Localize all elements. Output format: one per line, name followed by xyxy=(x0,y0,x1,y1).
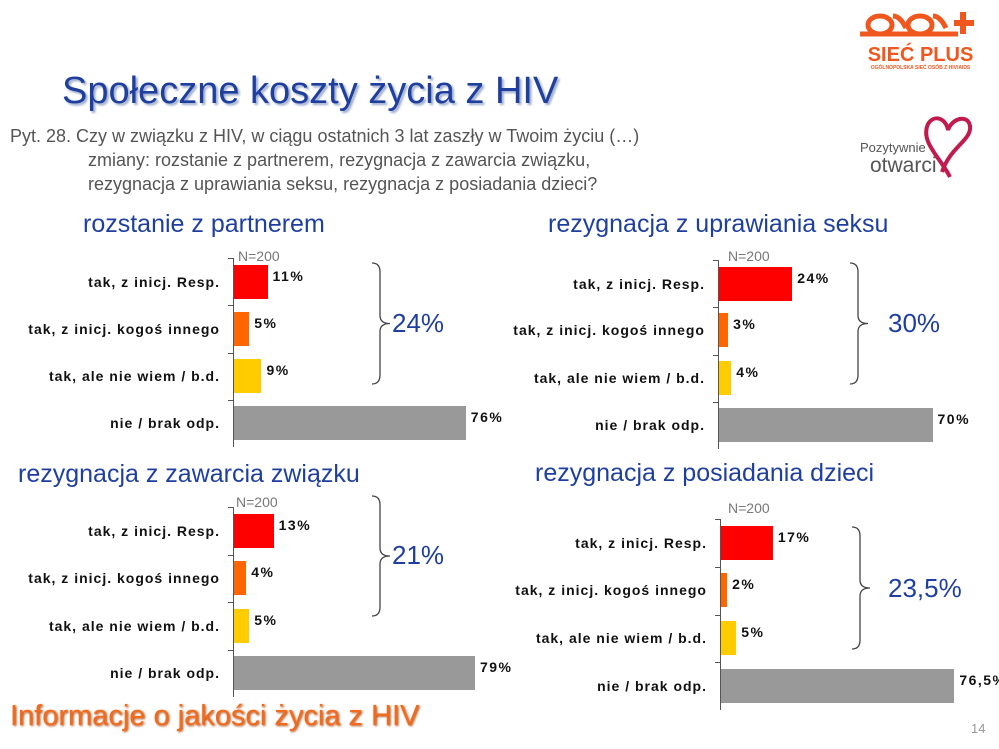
category-label: tak, ale nie wiem / b.d. xyxy=(48,368,220,384)
bar xyxy=(719,361,732,395)
value-label: 76% xyxy=(470,409,504,425)
chart-title: rezygnacja z zawarcia związku xyxy=(18,460,360,488)
siec-plus-logo: SIEĆ PLUS OGÓLNOPOLSKA SIEĆ OSÓB Z HIV/A… xyxy=(858,8,983,71)
chart-title: rezygnacja z posiadania dzieci xyxy=(535,459,875,487)
oso-logo-icon xyxy=(860,12,974,37)
bar xyxy=(234,609,250,643)
axis-tick xyxy=(228,305,233,307)
value-label: 13% xyxy=(278,517,312,533)
siec-plus-text: SIEĆ PLUS xyxy=(867,44,974,66)
category-label: tak, z inicj. Resp. xyxy=(575,535,707,551)
question-line: zmiany: rozstanie z partnerem, rezygnacj… xyxy=(88,150,591,170)
footer-title: Informacje o jakości życia z HIV xyxy=(10,700,420,732)
axis-tick xyxy=(228,352,233,354)
value-label: 70% xyxy=(937,411,971,427)
axis-tick xyxy=(713,307,718,309)
bar xyxy=(721,526,773,560)
bar xyxy=(234,656,475,690)
brace-icon xyxy=(371,495,391,617)
axis-tick xyxy=(228,554,233,556)
category-label: tak, ale nie wiem / b.d. xyxy=(533,370,705,386)
y-axis xyxy=(233,507,234,697)
bar xyxy=(234,561,247,595)
sample-size-label: N=200 xyxy=(728,500,770,516)
total-label: 21% xyxy=(392,540,445,570)
axis-tick xyxy=(715,662,720,664)
category-label: nie / brak odp. xyxy=(110,665,220,681)
category-label: tak, z inicj. Resp. xyxy=(573,276,705,292)
category-label: tak, ale nie wiem / b.d. xyxy=(535,630,707,646)
axis-tick xyxy=(713,401,718,403)
ribbon-heart-icon xyxy=(924,116,973,178)
sample-size-label: N=200 xyxy=(236,494,278,510)
chart-title: rezygnacja z uprawiania seksu xyxy=(548,210,889,238)
bar xyxy=(719,408,933,442)
bar xyxy=(234,312,250,346)
y-axis xyxy=(233,258,234,447)
value-label: 4% xyxy=(251,564,275,580)
category-label: nie / brak odp. xyxy=(597,678,707,694)
value-label: 11% xyxy=(272,268,305,284)
question-line: rezygnacja z uprawiania seksu, rezygnacj… xyxy=(88,174,598,194)
sample-size-label: N=200 xyxy=(238,248,280,264)
pozytywnie-otwarci-logo: Pozytywnie otwarci xyxy=(860,112,980,182)
value-label: 79% xyxy=(479,659,513,675)
category-label: tak, z inicj. kogoś innego xyxy=(28,570,220,586)
y-axis xyxy=(718,260,719,449)
category-label: nie / brak odp. xyxy=(595,417,705,433)
value-label: 2% xyxy=(732,576,756,592)
axis-tick xyxy=(228,507,233,508)
otwarci-text: otwarci xyxy=(870,154,937,177)
sample-size-label: N=200 xyxy=(728,248,770,264)
value-label: 17% xyxy=(777,529,811,545)
question-line: Pyt. 28. Czy w związku z HIV, w ciągu os… xyxy=(10,126,640,146)
value-label: 76,5% xyxy=(959,672,999,688)
value-label: 5% xyxy=(254,315,278,331)
bar xyxy=(721,573,728,607)
page-number: 14 xyxy=(971,721,986,736)
bar xyxy=(719,313,729,347)
bar xyxy=(234,265,268,299)
bar xyxy=(721,669,955,703)
y-axis xyxy=(720,519,721,710)
total-label: 23,5% xyxy=(888,573,962,603)
total-label: 24% xyxy=(392,308,445,338)
brace-icon xyxy=(371,262,391,385)
siec-plus-subtext: OGÓLNOPOLSKA SIEĆ OSÓB Z HIV/AIDS xyxy=(870,65,971,71)
value-label: 3% xyxy=(733,316,757,332)
category-label: tak, z inicj. Resp. xyxy=(88,523,220,539)
total-label: 30% xyxy=(888,308,941,338)
value-label: 5% xyxy=(741,624,765,640)
axis-tick xyxy=(715,614,720,616)
axis-tick xyxy=(713,260,718,261)
axis-tick xyxy=(228,649,233,651)
bar xyxy=(719,267,793,301)
axis-tick xyxy=(715,519,720,520)
bar xyxy=(234,359,262,393)
bar xyxy=(234,514,274,548)
category-label: tak, z inicj. kogoś innego xyxy=(513,322,705,338)
value-label: 4% xyxy=(736,364,760,380)
axis-tick xyxy=(228,258,233,259)
category-label: nie / brak odp. xyxy=(110,415,220,431)
bar xyxy=(234,406,466,440)
value-label: 24% xyxy=(797,270,830,286)
brace-icon xyxy=(849,262,869,385)
brace-icon xyxy=(851,526,871,650)
chart-title: rozstanie z partnerem xyxy=(83,210,325,238)
category-label: tak, z inicj. Resp. xyxy=(88,274,220,290)
axis-tick xyxy=(715,566,720,568)
bar xyxy=(721,621,737,655)
axis-tick xyxy=(713,354,718,356)
category-label: tak, z inicj. kogoś innego xyxy=(28,321,220,337)
pozytywnie-text: Pozytywnie xyxy=(860,140,926,155)
page-title: Społeczne koszty życia z HIV xyxy=(62,70,559,112)
value-label: 9% xyxy=(266,362,290,378)
question-text: Pyt. 28. Czy w związku z HIV, w ciągu os… xyxy=(10,124,639,196)
axis-tick xyxy=(228,399,233,401)
value-label: 5% xyxy=(254,612,278,628)
axis-tick xyxy=(228,602,233,603)
category-label: tak, z inicj. kogoś innego xyxy=(515,582,707,598)
category-label: tak, ale nie wiem / b.d. xyxy=(48,618,220,634)
